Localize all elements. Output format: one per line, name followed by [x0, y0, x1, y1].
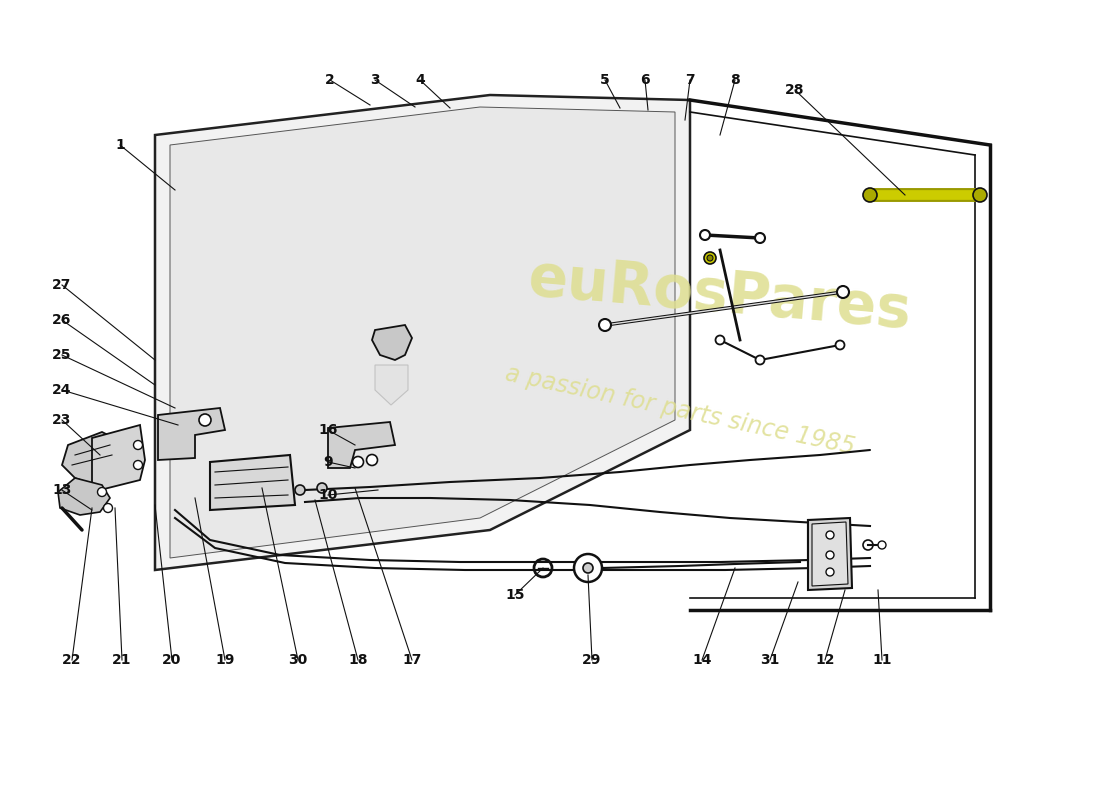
Circle shape: [700, 230, 710, 240]
Circle shape: [707, 255, 713, 261]
Circle shape: [133, 441, 143, 450]
Circle shape: [826, 568, 834, 576]
Polygon shape: [62, 432, 122, 485]
Circle shape: [352, 457, 363, 467]
Polygon shape: [210, 455, 295, 510]
Text: 10: 10: [318, 488, 338, 502]
Circle shape: [366, 454, 377, 466]
Text: 3: 3: [371, 73, 380, 87]
Text: 2: 2: [326, 73, 334, 87]
Text: 6: 6: [640, 73, 650, 87]
Polygon shape: [372, 325, 412, 360]
Text: 29: 29: [582, 653, 602, 667]
Text: 13: 13: [53, 483, 72, 497]
Polygon shape: [812, 522, 848, 586]
Polygon shape: [92, 425, 145, 492]
Polygon shape: [170, 107, 675, 558]
Circle shape: [715, 335, 725, 345]
Text: 27: 27: [53, 278, 72, 292]
Text: 9: 9: [323, 455, 333, 469]
Circle shape: [826, 551, 834, 559]
Polygon shape: [328, 422, 395, 468]
Text: 28: 28: [785, 83, 805, 97]
Text: 31: 31: [760, 653, 780, 667]
Text: 17: 17: [403, 653, 421, 667]
Circle shape: [704, 252, 716, 264]
Text: 5: 5: [601, 73, 609, 87]
Circle shape: [755, 233, 764, 243]
Polygon shape: [58, 478, 110, 515]
Text: 11: 11: [872, 653, 892, 667]
Polygon shape: [158, 408, 225, 460]
Circle shape: [836, 341, 845, 350]
Text: 22: 22: [63, 653, 81, 667]
Circle shape: [974, 188, 987, 202]
Text: 30: 30: [288, 653, 308, 667]
Text: 25: 25: [53, 348, 72, 362]
Text: 8: 8: [730, 73, 740, 87]
Polygon shape: [808, 518, 852, 590]
Text: 24: 24: [53, 383, 72, 397]
Polygon shape: [155, 95, 690, 570]
Circle shape: [295, 485, 305, 495]
Circle shape: [600, 319, 610, 331]
Circle shape: [317, 483, 327, 493]
Text: 12: 12: [815, 653, 835, 667]
Text: 4: 4: [415, 73, 425, 87]
Text: 26: 26: [53, 313, 72, 327]
Text: a passion for parts since 1985: a passion for parts since 1985: [503, 361, 857, 459]
Text: euRosPares: euRosPares: [526, 250, 914, 340]
Circle shape: [864, 188, 877, 202]
Text: 7: 7: [685, 73, 695, 87]
Circle shape: [756, 355, 764, 365]
Polygon shape: [375, 365, 408, 405]
Circle shape: [103, 503, 112, 513]
Circle shape: [826, 531, 834, 539]
Text: 23: 23: [53, 413, 72, 427]
Text: 16: 16: [318, 423, 338, 437]
Circle shape: [864, 540, 873, 550]
Circle shape: [837, 286, 849, 298]
Text: 21: 21: [112, 653, 132, 667]
Text: 19: 19: [216, 653, 234, 667]
Circle shape: [199, 414, 211, 426]
Circle shape: [133, 461, 143, 470]
Text: 14: 14: [692, 653, 712, 667]
Text: 20: 20: [163, 653, 182, 667]
Circle shape: [98, 487, 107, 497]
Circle shape: [574, 554, 602, 582]
Text: 15: 15: [505, 588, 525, 602]
Circle shape: [878, 541, 886, 549]
Text: 1: 1: [116, 138, 125, 152]
Circle shape: [583, 563, 593, 573]
Text: 18: 18: [349, 653, 367, 667]
